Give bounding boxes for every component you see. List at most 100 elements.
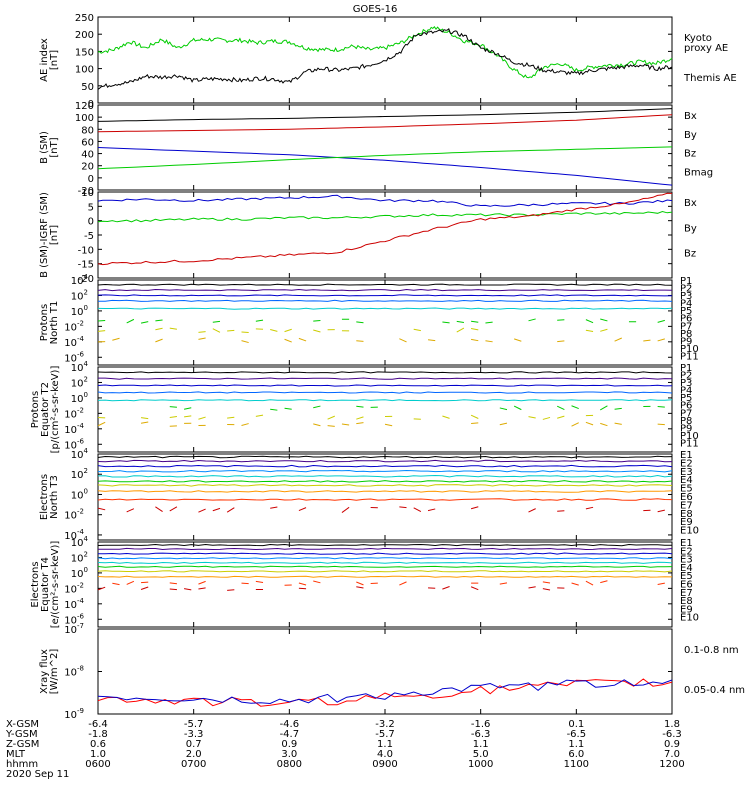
- channel-line-protons-t2-p7: [169, 416, 177, 419]
- channel-line-electrons-t4-e9: [255, 580, 264, 583]
- ytick-label-bsm: 60: [81, 137, 94, 148]
- channel-line-protons-t1-p6: [140, 321, 149, 324]
- legend-label-bdiff-bz: Bz: [684, 249, 696, 260]
- channel-line-electrons-t4-e9: [298, 582, 307, 586]
- channel-line-electrons-t4-e8: [97, 575, 673, 578]
- xaxis-row-value-x-gsm: -5.7: [184, 719, 204, 730]
- channel-line-protons-t1-p6: [600, 318, 608, 322]
- channel-line-electrons-t4-e10: [470, 586, 479, 591]
- channel-line-electrons-t3-e1: [97, 455, 673, 459]
- xaxis-row-value-z-gsm: 0.9: [281, 739, 297, 750]
- channel-line-protons-t2-p8: [241, 423, 249, 426]
- channel-legend-protons-t1-p2: P2: [680, 284, 692, 295]
- channel-line-protons-t2-p7: [470, 414, 479, 419]
- channel-line-protons-t2-p7: [140, 417, 149, 420]
- xaxis-row-value-z-gsm: 0.7: [186, 739, 202, 750]
- channel-line-electrons-t4-e10: [442, 586, 450, 590]
- xaxis-row-value-z-gsm: 1.1: [377, 739, 393, 750]
- channel-line-protons-t2-p6: [356, 405, 364, 408]
- legend-label-ae-kyoto: Kyoto: [684, 33, 712, 44]
- channel-legend-protons-t2-p2: P2: [680, 371, 692, 382]
- series-line-xray-0.1-0.8-nm: [97, 678, 673, 707]
- xaxis-row-value-x-gsm: -4.6: [280, 719, 300, 730]
- channel-line-protons-t2-p8: [140, 421, 149, 424]
- ylabel-protons-t1: Protons: [39, 304, 50, 341]
- channel-line-protons-t1-p7: [284, 328, 292, 333]
- xaxis-row-value-hhmm: 1100: [564, 759, 589, 770]
- channel-line-protons-t2-p7: [356, 416, 364, 420]
- channel-line-protons-t1-p6: [442, 321, 450, 324]
- channel-line-protons-t1-p8: [427, 339, 436, 342]
- channel-line-electrons-t4-e9: [112, 582, 120, 586]
- xaxis-row-value-mlt: 6.0: [568, 749, 584, 760]
- channel-legend-electrons-t3-e10: E10: [680, 526, 699, 537]
- channel-line-electrons-t4-e10: [356, 586, 364, 589]
- channel-line-protons-t1-p6: [456, 320, 465, 323]
- channel-line-electrons-t3-e10: [470, 506, 479, 510]
- channel-line-protons-t2-p7: [442, 415, 450, 419]
- channel-line-protons-t2-p8: [614, 422, 622, 425]
- panel-frame-protons-t2: [97, 366, 673, 453]
- channel-line-protons-t2-p8: [585, 421, 594, 426]
- channel-line-electrons-t3-e10: [212, 507, 221, 512]
- channel-line-protons-t1-p2: [97, 288, 673, 292]
- ytick-label-bsm: 0: [88, 174, 94, 185]
- legend-label-ae-proxy-ae: proxy AE: [684, 43, 728, 54]
- channel-line-electrons-t4-e9: [198, 580, 206, 585]
- channel-legend-protons-t2-p4: P4: [680, 386, 692, 397]
- channel-line-electrons-t3-e10: [399, 506, 407, 509]
- legend-label-xray-0-1-0-8-nm: 0.1-0.8 nm: [684, 645, 739, 656]
- xaxis-row-value-x-gsm: 1.8: [664, 719, 680, 730]
- channel-line-electrons-t3-e10: [427, 508, 436, 512]
- ytick-label-protons-t1: 10-4: [64, 335, 84, 349]
- xaxis-row-label-hhmm: hhmm: [6, 759, 38, 770]
- channel-legend-electrons-t4-e8: E8: [680, 596, 693, 607]
- ylabel-bsm: [nT]: [49, 137, 60, 157]
- xaxis-row-value-mlt: 3.0: [281, 749, 297, 760]
- channel-legend-protons-t2-p6: P6: [680, 401, 692, 412]
- channel-line-electrons-t4-e1: [97, 543, 673, 547]
- ylabel-protons-t2: Equator T2: [40, 382, 51, 437]
- xaxis-row-value-mlt: 1.0: [90, 749, 106, 760]
- channel-line-protons-t2-p5: [97, 399, 673, 402]
- channel-line-electrons-t4-e9: [499, 582, 508, 585]
- ytick-label-ae: 0: [88, 99, 94, 110]
- xaxis-row-label-mlt: MLT: [6, 749, 26, 760]
- channel-line-protons-t1-p7: [456, 327, 465, 333]
- channel-line-protons-t1-p7: [155, 327, 163, 331]
- channel-legend-protons-t2-p3: P3: [680, 378, 692, 389]
- channel-legend-protons-t1-p6: P6: [680, 314, 692, 325]
- channel-line-electrons-t4-e10: [227, 589, 235, 591]
- xaxis-row-value-hhmm: 0700: [181, 759, 206, 770]
- ylabel-electrons-t3: North T3: [49, 475, 60, 519]
- ytick-label-protons-t2: 10-4: [64, 422, 84, 436]
- ylabel-bsm: B (SM): [39, 131, 50, 164]
- channel-line-protons-t2-p6: [614, 407, 622, 410]
- channel-line-protons-t2-p8: [600, 422, 608, 427]
- channel-line-protons-t1-p8: [471, 338, 479, 342]
- channel-line-electrons-t3-e10: [298, 507, 307, 512]
- channel-line-protons-t2-p6: [313, 405, 321, 409]
- channel-line-protons-t1-p8: [557, 340, 565, 343]
- channel-line-protons-t1-p8: [356, 340, 364, 342]
- channel-line-protons-t2-p7: [557, 415, 565, 419]
- channel-line-protons-t1-p8: [657, 338, 665, 342]
- ylabel-xray: [W/m^2]: [49, 649, 60, 695]
- ytick-label-electrons-t4: 10-4: [64, 597, 84, 611]
- channel-line-protons-t2-p4: [97, 391, 673, 394]
- channel-line-electrons-t3-e10: [657, 509, 665, 513]
- channel-line-protons-t2-p3: [97, 384, 673, 387]
- xaxis-row-value-y-gsm: -6.5: [567, 729, 587, 740]
- channel-line-protons-t2-p7: [542, 416, 551, 420]
- channel-line-protons-t1-p7: [585, 329, 594, 333]
- xaxis-row-value-y-gsm: -1.8: [88, 729, 108, 740]
- series-line-bdiff-bx: [97, 194, 673, 207]
- chart-title: GOES-16: [353, 4, 398, 15]
- channel-legend-electrons-t3-e1: E1: [680, 450, 693, 461]
- channel-legend-protons-t2-p5: P5: [680, 393, 692, 404]
- channel-line-protons-t1-p7: [97, 330, 106, 332]
- ytick-label-bsm: 120: [75, 101, 94, 112]
- channel-legend-electrons-t3-e7: E7: [680, 500, 693, 511]
- channel-line-protons-t2-p6: [571, 405, 579, 410]
- channel-legend-electrons-t4-e7: E7: [680, 588, 693, 599]
